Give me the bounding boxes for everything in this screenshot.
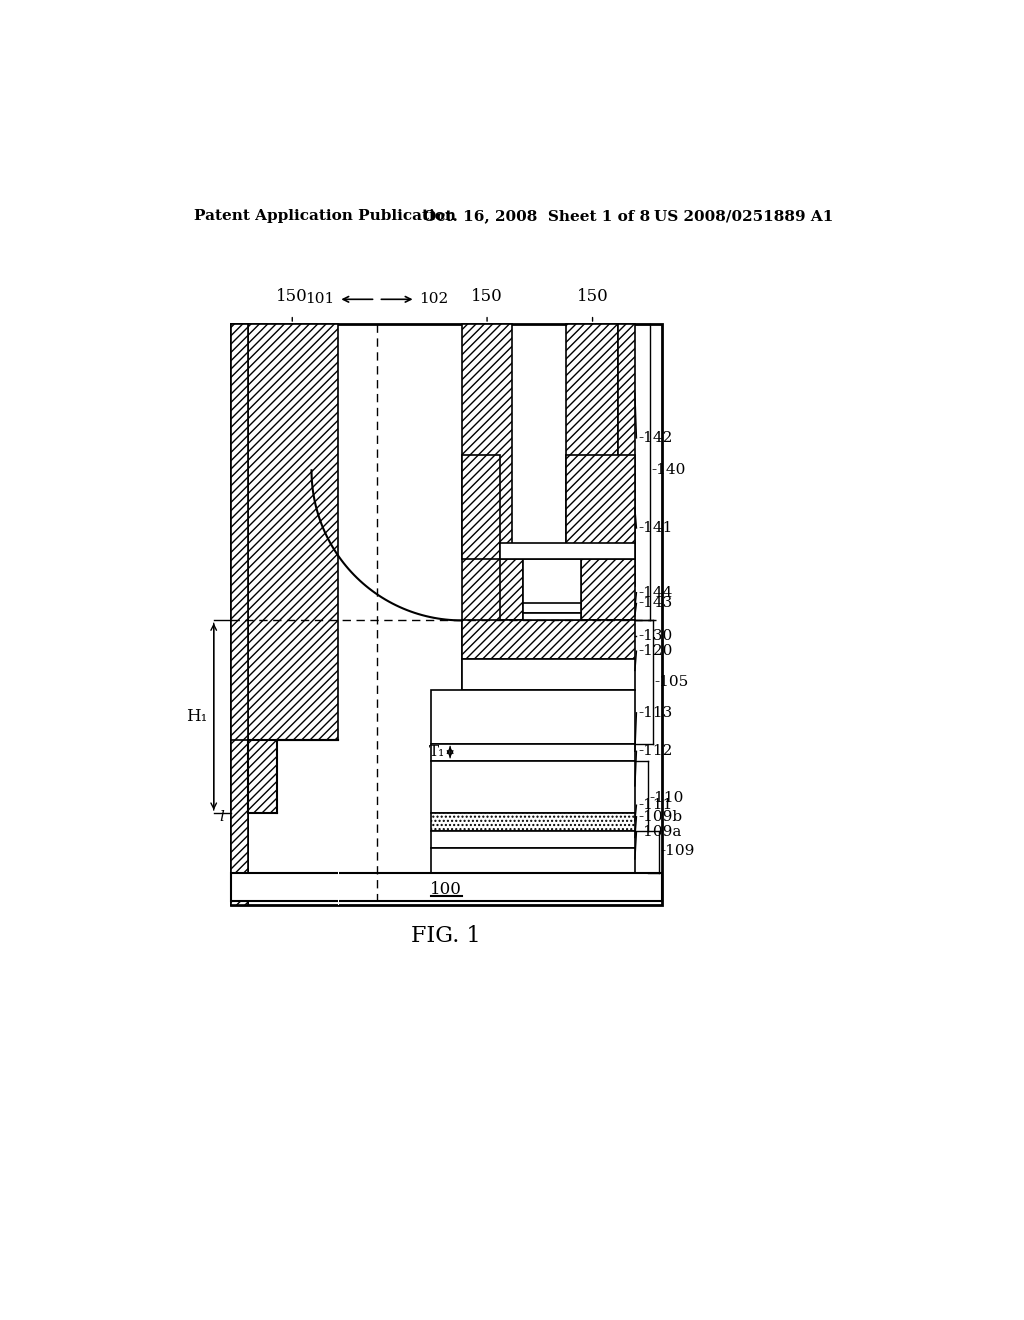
- Bar: [523, 612, 581, 620]
- Bar: [617, 323, 635, 586]
- Text: -142: -142: [639, 430, 673, 445]
- Bar: [565, 323, 617, 562]
- Bar: [431, 690, 635, 743]
- Text: -120: -120: [639, 644, 673, 659]
- Bar: [248, 739, 276, 813]
- Text: US 2008/0251889 A1: US 2008/0251889 A1: [654, 209, 834, 223]
- Text: -143: -143: [639, 597, 673, 610]
- Bar: [462, 620, 635, 659]
- Bar: [462, 659, 635, 689]
- Text: 100: 100: [430, 882, 462, 899]
- Bar: [230, 873, 662, 902]
- Text: Patent Application Publication: Patent Application Publication: [194, 209, 456, 223]
- Text: 150: 150: [577, 288, 608, 305]
- Text: -110: -110: [649, 791, 684, 804]
- Text: FIG. 1: FIG. 1: [412, 925, 481, 948]
- Bar: [523, 558, 581, 605]
- Bar: [523, 603, 581, 612]
- Bar: [431, 743, 635, 760]
- Text: -130: -130: [639, 628, 673, 643]
- Bar: [462, 455, 500, 558]
- Bar: [230, 739, 248, 906]
- Text: -109b: -109b: [639, 809, 683, 824]
- Text: -144: -144: [639, 586, 673, 599]
- Text: -113: -113: [639, 706, 673, 719]
- Bar: [581, 558, 635, 620]
- Text: -109: -109: [660, 845, 694, 858]
- Text: 150: 150: [276, 288, 308, 305]
- Text: 150: 150: [471, 288, 503, 305]
- Bar: [248, 323, 339, 739]
- Bar: [431, 847, 635, 873]
- Bar: [500, 558, 523, 620]
- Bar: [276, 739, 339, 813]
- Text: -111: -111: [639, 799, 673, 812]
- Text: -109a: -109a: [639, 825, 682, 840]
- Bar: [565, 455, 635, 558]
- Text: Oct. 16, 2008  Sheet 1 of 8: Oct. 16, 2008 Sheet 1 of 8: [423, 209, 650, 223]
- Bar: [230, 323, 248, 906]
- Text: -140: -140: [652, 463, 686, 478]
- Text: 102: 102: [419, 292, 449, 306]
- Bar: [431, 813, 635, 830]
- Text: l: l: [219, 809, 224, 824]
- Bar: [230, 323, 248, 906]
- Text: T₁: T₁: [428, 744, 444, 759]
- Bar: [431, 830, 635, 847]
- Bar: [230, 323, 662, 906]
- Text: -105: -105: [654, 675, 688, 689]
- Bar: [500, 544, 635, 558]
- Text: H₁: H₁: [186, 708, 208, 725]
- Text: -112: -112: [639, 744, 673, 758]
- Text: 101: 101: [305, 292, 335, 306]
- Bar: [462, 323, 512, 701]
- Text: -141: -141: [639, 521, 673, 535]
- Bar: [431, 760, 635, 813]
